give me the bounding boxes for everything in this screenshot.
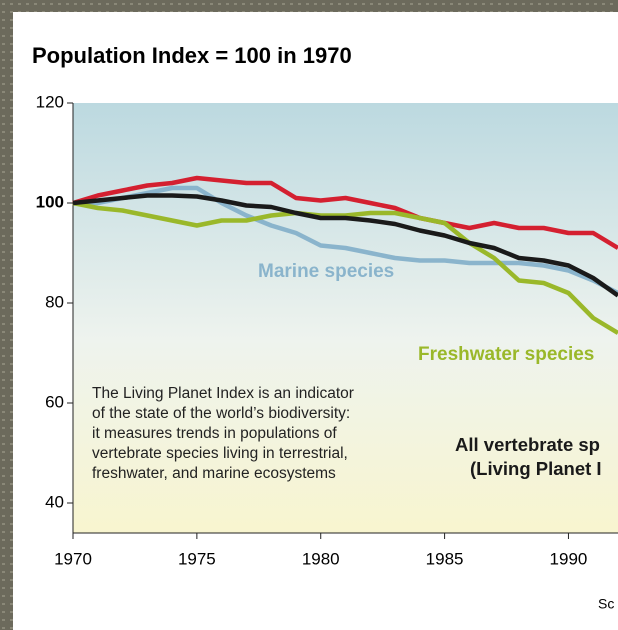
series-label: Marine species [258,261,394,282]
source: Sc [598,596,614,612]
page: Population Index = 100 in 1970 40 60 80 100… [0,0,618,630]
annotation: freshwater, and marine ecosystems [92,465,336,482]
annotation: of the state of the world’s biodiversity… [92,405,350,422]
annotation: it measures trends in populations of [92,425,337,442]
series-label: (Living Planet I [470,458,602,479]
series-label: All vertebrate sp [455,434,600,455]
x-tick-label: 1980 [302,549,340,568]
x-tick-label: 1970 [54,549,92,568]
y-tick-label: 40 [45,492,64,511]
x-tick-label: 1985 [426,549,464,568]
y-tick-label: 80 [45,292,64,311]
annotation: vertebrate species living in terrestrial… [92,445,348,462]
y-tick-label: 60 [45,392,64,411]
y-tick-label: 120 [36,92,64,111]
x-tick-label: 1975 [178,549,216,568]
y-tick-label: 100 [36,192,64,211]
x-tick-label: 1990 [550,549,588,568]
chart: Population Index = 100 in 1970 40 60 80 100… [0,0,618,630]
chart-title: Population Index = 100 in 1970 [32,43,352,68]
annotation: The Living Planet Index is an indicator [92,385,354,402]
series-label: Freshwater species [418,344,594,365]
